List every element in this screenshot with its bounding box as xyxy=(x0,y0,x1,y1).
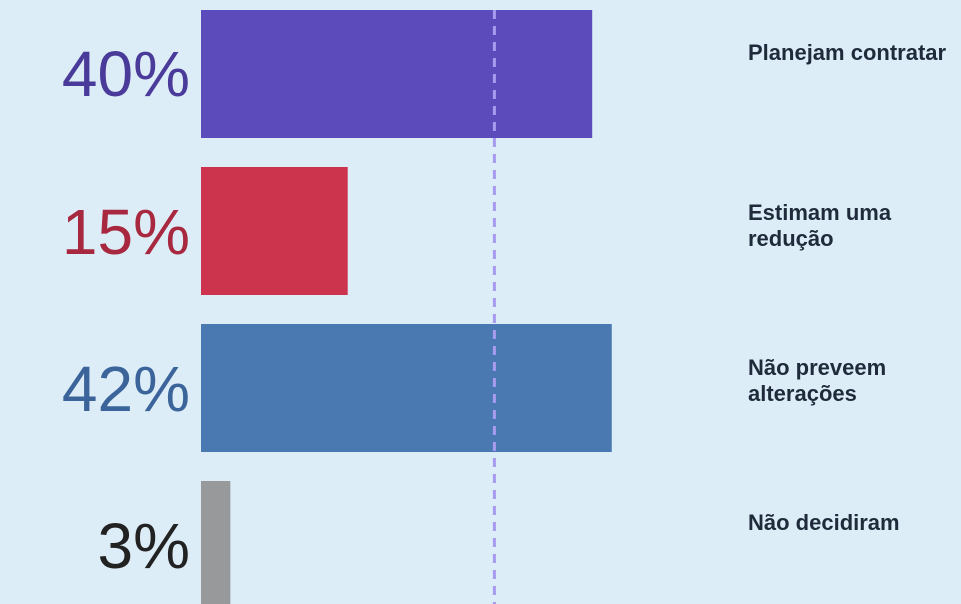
value-label-nao-preveem: 42% xyxy=(0,357,190,421)
category-label-nao-decidiram: Não decidiram xyxy=(748,510,961,536)
value-label-estimam: 15% xyxy=(0,200,190,264)
bar-3 xyxy=(201,481,230,604)
category-label-nao-preveem: Não preveem alterações xyxy=(748,355,961,407)
category-label-planejam: Planejam contratar xyxy=(748,40,961,66)
value-label-planejam: 40% xyxy=(0,42,190,106)
value-label-nao-decidiram: 3% xyxy=(0,514,190,578)
bar-2 xyxy=(201,324,612,452)
bar-0 xyxy=(201,10,592,138)
bar-1 xyxy=(201,167,348,295)
category-label-estimam: Estimam uma redução xyxy=(748,200,961,252)
